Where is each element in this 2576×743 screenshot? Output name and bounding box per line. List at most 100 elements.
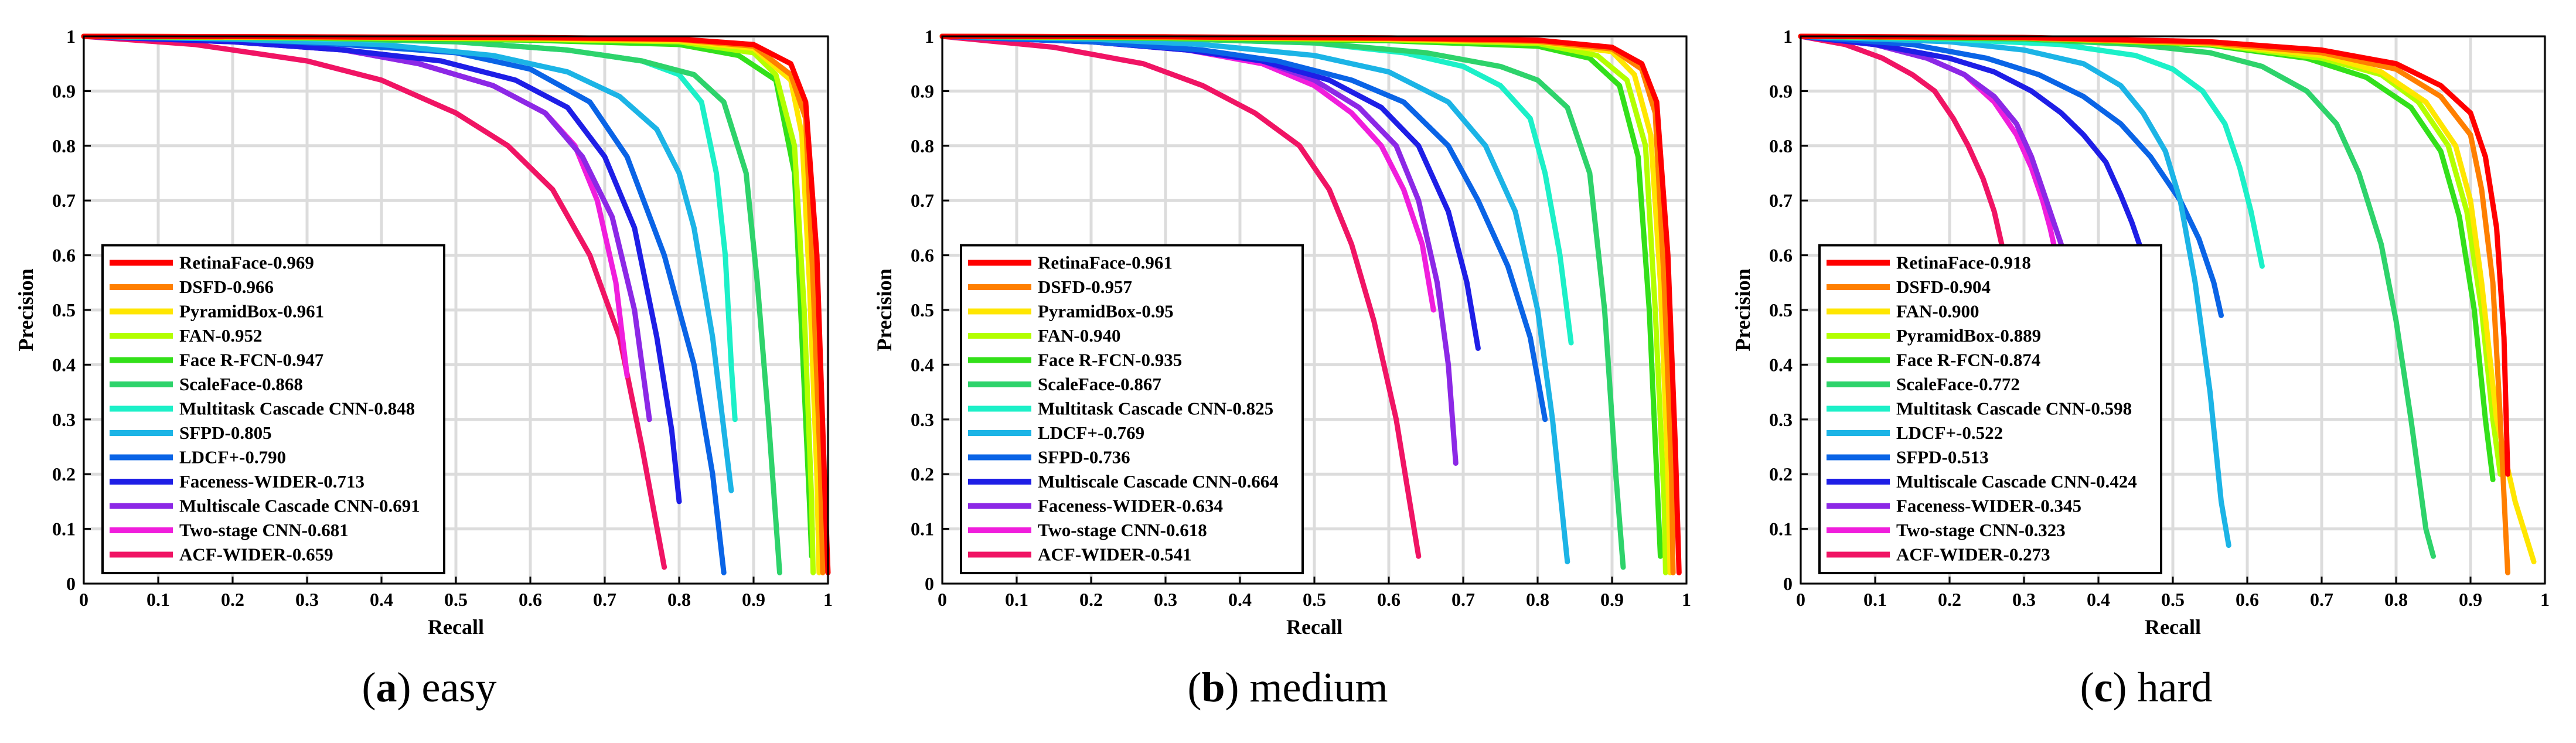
- y-tick-label: 0.6: [1769, 245, 1793, 266]
- y-axis-title: Precision: [14, 268, 38, 351]
- series-line: [81, 33, 682, 505]
- legend-label: Multitask Cascade CNN-0.598: [1896, 398, 2132, 419]
- y-tick-label: 0: [66, 573, 76, 594]
- y-tick-label: 0: [1783, 573, 1793, 594]
- legend-label: RetinaFace-0.918: [1896, 253, 2031, 273]
- series-line: [1798, 33, 2510, 477]
- y-tick-label: 0.1: [52, 519, 76, 540]
- x-tick-label: 0.9: [2459, 589, 2482, 610]
- legend-label: Face R-FCN-0.874: [1896, 350, 2040, 370]
- legend-label: Faceness-WIDER-0.345: [1896, 496, 2081, 516]
- x-tick-label: 0.5: [444, 589, 468, 610]
- chart-easy: 0 0.1 0.2 0.3 0.4 0.5 0.6 0.7 0.8 0.9 1 0 0.1 0.2 0.3 0…: [14, 26, 833, 639]
- x-tick-label: 0.4: [370, 589, 393, 610]
- legend-label: ScaleFace-0.772: [1896, 374, 2020, 394]
- x-axis-title: Recall: [1286, 615, 1342, 639]
- x-tick-label: 1: [1682, 589, 1691, 610]
- legend-label: ACF-WIDER-0.273: [1896, 544, 2050, 565]
- y-tick-label: 0.5: [911, 299, 934, 321]
- series-line: [939, 33, 1422, 559]
- series-line: [1798, 33, 2224, 318]
- y-tick-label: 0.3: [1769, 409, 1793, 430]
- y-tick-label: 0.9: [52, 80, 76, 101]
- panel-medium: 0 0.1 0.2 0.3 0.4 0.5 0.6 0.7 0.8 0.9 1 0 0.1 0.2 0.3 0…: [858, 0, 1717, 743]
- caption-medium-letter: b: [1201, 664, 1225, 711]
- y-tick-label: 0.8: [911, 135, 934, 156]
- x-tick-label: 0.7: [2310, 589, 2333, 610]
- y-tick-label: 0.6: [911, 245, 934, 266]
- y-tick-label: 0.4: [911, 354, 934, 375]
- x-tick-label: 0.1: [1005, 589, 1028, 610]
- caption-medium-text: medium: [1249, 664, 1388, 711]
- legend-label: ScaleFace-0.868: [179, 374, 303, 394]
- legend-label: PyramidBox-0.961: [179, 301, 324, 322]
- y-tick-label: 0.3: [52, 409, 76, 430]
- y-tick-label: 0.5: [52, 299, 76, 321]
- legend-label: LDCF+-0.790: [179, 447, 286, 468]
- legend-label: Multiscale Cascade CNN-0.691: [179, 496, 420, 516]
- y-tick-label: 1: [66, 26, 76, 47]
- y-tick-label: 0.2: [52, 463, 76, 485]
- x-axis-title: Recall: [428, 615, 484, 639]
- caption-hard-text: hard: [2137, 664, 2213, 711]
- panel-hard: 0 0.1 0.2 0.3 0.4 0.5 0.6 0.7 0.8 0.9 1 0 0.1 0.2 0.3 0…: [1717, 0, 2575, 743]
- y-tick-label: 0.4: [1769, 354, 1793, 375]
- legend-label: LDCF+-0.522: [1896, 422, 2003, 443]
- legend-label: Two-stage CNN-0.681: [179, 520, 349, 540]
- caption-hard: (c) hard: [2080, 664, 2213, 711]
- legend-label: DSFD-0.957: [1038, 277, 1132, 297]
- legend-label: ScaleFace-0.867: [1038, 374, 1161, 394]
- y-tick-label: 0.1: [1769, 519, 1793, 540]
- x-axis-title: Recall: [2145, 615, 2201, 639]
- x-tick-label: 0.8: [1526, 589, 1549, 610]
- x-tick-label: 1: [823, 589, 833, 610]
- y-tick-label: 0.7: [52, 190, 76, 211]
- legend-label: LDCF+-0.769: [1038, 422, 1144, 443]
- x-tick-label: 0: [1796, 589, 1805, 610]
- y-tick-label: 0: [925, 573, 934, 594]
- y-axis-title: Precision: [1731, 268, 1754, 351]
- legend-label: Face R-FCN-0.935: [1038, 350, 1182, 370]
- legend-label: FAN-0.952: [179, 325, 262, 346]
- x-tick-label: 0.3: [2012, 589, 2036, 610]
- x-tick-label: 0.6: [519, 589, 542, 610]
- series-line: [939, 33, 1682, 575]
- chart-hard: 0 0.1 0.2 0.3 0.4 0.5 0.6 0.7 0.8 0.9 1 0 0.1 0.2 0.3 0…: [1731, 26, 2550, 639]
- x-tick-label: 0.3: [1154, 589, 1177, 610]
- caption-medium: (b) medium: [1187, 664, 1388, 711]
- x-tick-label: 0.1: [1863, 589, 1887, 610]
- x-tick-label: 0.7: [593, 589, 616, 610]
- y-tick-label: 1: [925, 26, 934, 47]
- legend-label: Two-stage CNN-0.618: [1038, 520, 1207, 540]
- x-tick-label: 0.7: [1451, 589, 1475, 610]
- x-tick-label: 0.8: [2384, 589, 2408, 610]
- legend-label: Two-stage CNN-0.323: [1896, 520, 2066, 540]
- legend-label: ACF-WIDER-0.659: [179, 544, 333, 565]
- legend-label: Faceness-WIDER-0.634: [1038, 496, 1223, 516]
- series-line: [81, 33, 734, 493]
- x-tick-label: 0.3: [295, 589, 319, 610]
- legend-label: RetinaFace-0.969: [179, 253, 314, 273]
- legend-label: Face R-FCN-0.947: [179, 350, 323, 370]
- y-tick-label: 0.3: [911, 409, 934, 430]
- y-tick-label: 1: [1783, 26, 1793, 47]
- x-tick-label: 0.4: [1228, 589, 1252, 610]
- legend-label: RetinaFace-0.961: [1038, 253, 1173, 273]
- series-line: [1798, 33, 2231, 548]
- legend-label: SFPD-0.805: [179, 422, 272, 443]
- y-axis-title: Precision: [873, 268, 896, 351]
- chart-medium: 0 0.1 0.2 0.3 0.4 0.5 0.6 0.7 0.8 0.9 1 0 0.1 0.2 0.3 0…: [873, 26, 1691, 639]
- series-line: [1798, 33, 2265, 269]
- x-tick-label: 0.2: [221, 589, 244, 610]
- legend-label: DSFD-0.966: [179, 277, 274, 297]
- x-tick-label: 0.8: [667, 589, 691, 610]
- caption-hard-letter: c: [2094, 664, 2113, 711]
- x-tick-label: 0.6: [1377, 589, 1401, 610]
- y-tick-label: 0.5: [1769, 299, 1793, 321]
- series-line: [939, 33, 1570, 565]
- y-tick-label: 0.1: [911, 519, 934, 540]
- caption-easy-letter: a: [376, 664, 397, 711]
- series-line: [1798, 33, 2142, 247]
- series-line: [1798, 33, 2005, 247]
- y-tick-label: 0.7: [1769, 190, 1793, 211]
